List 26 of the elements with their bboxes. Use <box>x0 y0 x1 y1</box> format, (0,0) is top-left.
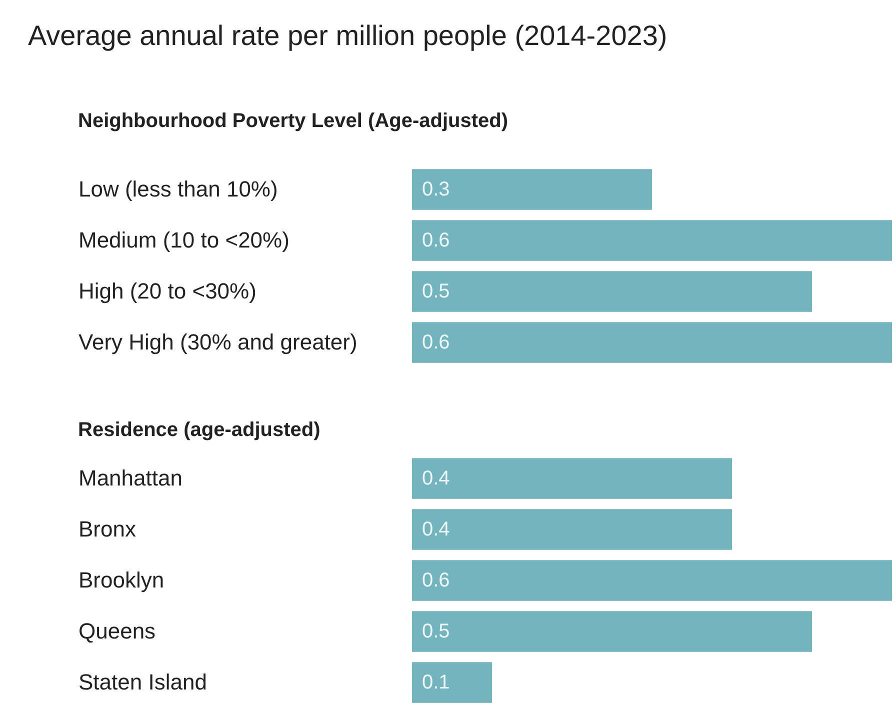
bar <box>412 560 892 600</box>
bar <box>412 610 812 652</box>
bar <box>412 662 492 702</box>
data-label: 0.1 <box>422 671 450 693</box>
y-tick-label: Bronx <box>78 516 136 541</box>
data-label: 0.3 <box>422 178 450 200</box>
bar <box>412 458 732 498</box>
y-tick-label: Manhattan <box>78 465 182 490</box>
y-tick-label: Very High (30% and greater) <box>78 329 358 354</box>
y-tick-label: Medium (10 to <20%) <box>78 227 290 252</box>
chart-title: Average annual rate per million people (2014-2023) <box>28 20 668 52</box>
y-tick-label: Queens <box>78 618 156 643</box>
data-label: 0.4 <box>422 518 450 540</box>
data-label: 0.6 <box>422 569 450 591</box>
data-label: 0.5 <box>422 620 450 642</box>
chart-subtitle: Neighbourhood Poverty Level (Age-adjusted) <box>78 110 508 133</box>
data-label: 0.5 <box>422 280 450 302</box>
y-tick-label: Low (less than 10%) <box>78 176 278 201</box>
text: Residence (age-adjusted) <box>78 419 320 442</box>
y-tick-label: Brooklyn <box>78 567 164 592</box>
y-tick-label: Staten Island <box>78 669 207 694</box>
data-label: 0.6 <box>422 229 450 251</box>
y-tick-label: High (20 to <30%) <box>78 278 256 303</box>
bar <box>412 508 732 550</box>
data-label: 0.4 <box>422 467 450 489</box>
data-label: 0.6 <box>422 331 450 353</box>
